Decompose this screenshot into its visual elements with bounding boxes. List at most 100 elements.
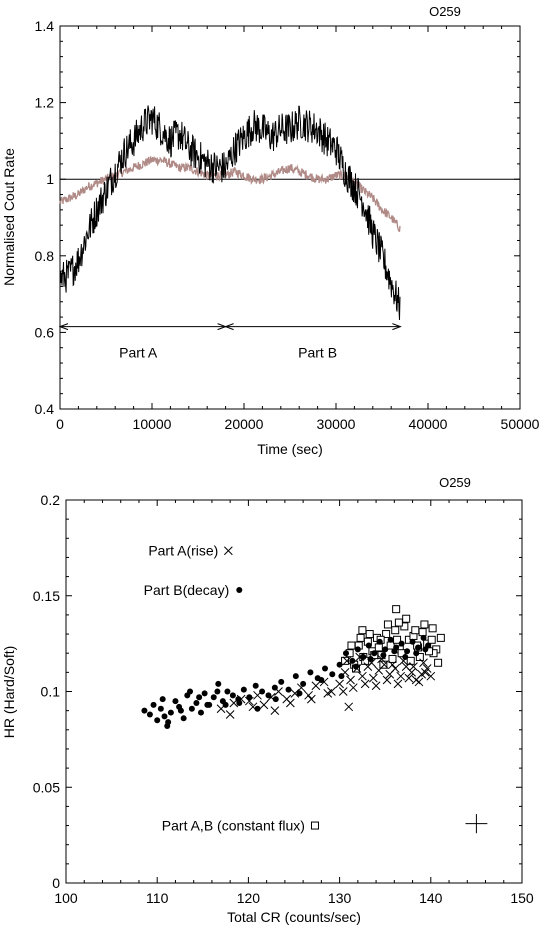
data-point <box>346 675 355 685</box>
y-tick-label: 1.4 <box>35 18 55 34</box>
data-point <box>349 657 356 664</box>
data-point <box>215 680 222 687</box>
data-point <box>426 671 436 681</box>
data-point <box>341 656 350 665</box>
annotation-label: Part B <box>298 344 337 360</box>
data-point <box>402 654 409 661</box>
data-point <box>348 683 358 693</box>
data-point <box>414 677 424 687</box>
data-point <box>259 688 266 695</box>
data-point <box>336 661 343 668</box>
data-point <box>318 677 325 684</box>
annotation-label: Part A <box>119 344 158 360</box>
legend-label: Part B(decay) <box>144 582 230 598</box>
data-point <box>420 667 430 677</box>
x-tick-label: 0 <box>56 416 64 432</box>
data-point <box>419 658 428 668</box>
data-point <box>240 686 247 693</box>
data-point <box>311 681 321 691</box>
data-point <box>365 642 372 649</box>
y-axis: 0 0.05 0.1 0.15 0.2 <box>33 492 522 891</box>
data-point <box>398 640 405 647</box>
data-point <box>415 653 424 662</box>
data-point <box>379 660 389 670</box>
data-point <box>285 686 292 693</box>
data-point <box>300 680 307 687</box>
data-point <box>393 679 403 689</box>
data-point <box>409 638 416 645</box>
data-point <box>371 650 378 657</box>
data-point <box>418 628 427 637</box>
data-point <box>196 694 203 701</box>
x-tick-label: 150 <box>510 890 534 906</box>
legend-label: Part A(rise) <box>148 543 218 559</box>
x-tick-label: 140 <box>419 890 443 906</box>
data-point <box>304 690 313 700</box>
data-point <box>358 671 367 681</box>
data-point <box>356 633 365 642</box>
data-point <box>371 681 381 691</box>
x-tick-label: 40000 <box>409 416 448 432</box>
data-point <box>394 618 403 627</box>
data-point <box>434 658 443 667</box>
data-point <box>420 620 429 629</box>
chart-label: O259 <box>439 475 471 490</box>
plot-frame <box>59 25 521 410</box>
data-point <box>177 707 184 714</box>
data-point <box>342 656 352 666</box>
data-point <box>252 682 259 689</box>
legend-marker <box>310 821 319 830</box>
y-tick-label: 0.15 <box>33 588 60 604</box>
legend-label: Part A,B (constant flux) <box>162 818 305 834</box>
y-tick-label: 0.1 <box>41 684 61 700</box>
y-tick-label: 0.4 <box>35 401 55 417</box>
x-tick-label: 50000 <box>501 416 540 432</box>
data-point <box>374 643 383 652</box>
data-point <box>165 719 172 726</box>
data-point <box>367 655 374 662</box>
x-axis: 100 110 120 130 140 150 <box>54 500 534 906</box>
data-point <box>292 673 299 680</box>
data-point <box>382 646 389 653</box>
data-point <box>388 654 397 663</box>
legend-marker <box>223 546 233 556</box>
data-point <box>347 641 356 650</box>
data-point <box>285 698 295 708</box>
data-point <box>150 701 157 708</box>
data-point <box>246 694 253 701</box>
data-point <box>436 633 445 642</box>
data-point <box>214 688 221 695</box>
x-axis-label: Time (sec) <box>257 441 323 457</box>
data-point <box>390 664 400 673</box>
data-point <box>354 646 361 653</box>
y-axis: 0.4 0.6 0.8 1 1.2 1.4 <box>35 18 520 417</box>
data-point <box>271 684 278 691</box>
data-point <box>172 698 179 705</box>
data-point <box>396 671 406 681</box>
data-point <box>342 650 349 657</box>
light-curve-chart: O259 Part A Part B 0 10000 20000 30000 40000 5… <box>1 4 540 457</box>
data-point <box>409 662 418 671</box>
data-point <box>368 673 378 683</box>
y-axis-label: Normalised Cout Rate <box>1 148 17 286</box>
data-point <box>338 687 348 696</box>
data-point <box>204 701 211 708</box>
hardness-ratio-chart: O259 Part A(rise) Part B(decay) Part A,B (… <box>1 475 534 925</box>
y-tick-label: 0 <box>52 875 60 891</box>
x-axis: 0 10000 20000 30000 40000 50000 <box>56 26 540 432</box>
data-point <box>229 692 236 699</box>
x-tick-label: 120 <box>237 890 261 906</box>
data-point <box>141 707 148 714</box>
data-point <box>180 715 187 722</box>
data-point <box>188 705 195 712</box>
data-point <box>382 675 392 685</box>
data-point <box>391 626 400 635</box>
data-point <box>404 648 411 655</box>
y-tick-label: 0.2 <box>41 492 61 508</box>
data-point <box>323 689 333 698</box>
data-point <box>193 699 200 706</box>
arrow-head <box>224 323 234 331</box>
data-point <box>270 706 280 716</box>
data-point <box>365 630 374 639</box>
